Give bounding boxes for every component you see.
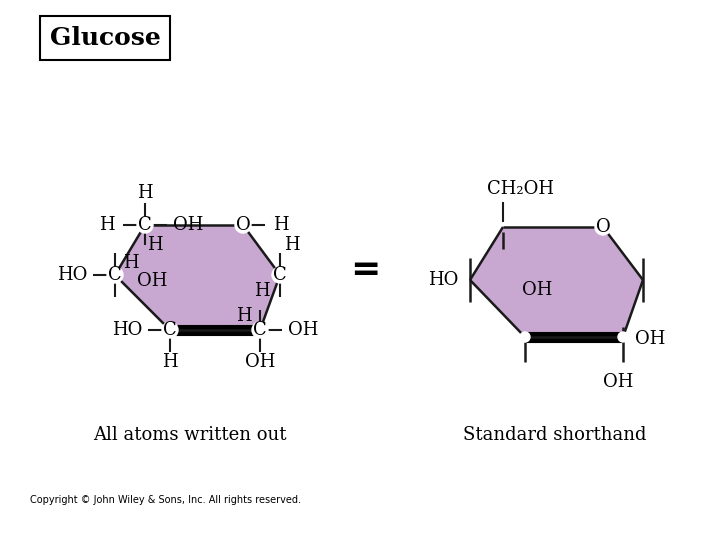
Circle shape: [137, 217, 153, 233]
Text: =: =: [350, 253, 380, 287]
Text: C: C: [138, 216, 152, 234]
Polygon shape: [470, 227, 643, 337]
Text: Standard shorthand: Standard shorthand: [463, 426, 647, 444]
Text: HO: HO: [57, 266, 87, 284]
Text: HO: HO: [428, 271, 458, 289]
Text: HO: HO: [112, 321, 142, 339]
Text: H: H: [254, 282, 270, 300]
Text: H: H: [236, 307, 252, 325]
Text: H: H: [284, 236, 300, 254]
Text: OH: OH: [603, 373, 633, 391]
Polygon shape: [115, 225, 280, 330]
Text: OH: OH: [288, 321, 318, 339]
Text: H: H: [273, 216, 289, 234]
Text: O: O: [595, 218, 611, 236]
Text: H: H: [162, 353, 178, 371]
Text: H: H: [99, 216, 115, 234]
Circle shape: [595, 219, 611, 235]
Text: OH: OH: [522, 281, 552, 299]
Text: H: H: [147, 236, 163, 254]
Text: C: C: [253, 321, 267, 339]
Circle shape: [107, 267, 123, 283]
Text: All atoms written out: All atoms written out: [94, 426, 287, 444]
Circle shape: [618, 332, 628, 342]
Text: OH: OH: [245, 353, 275, 371]
Text: OH: OH: [173, 216, 203, 234]
Circle shape: [272, 267, 288, 283]
Circle shape: [252, 322, 268, 338]
Text: OH: OH: [137, 272, 167, 290]
Text: CH₂OH: CH₂OH: [487, 180, 554, 198]
Text: H: H: [138, 184, 153, 202]
Text: C: C: [163, 321, 177, 339]
Text: O: O: [235, 216, 251, 234]
Text: C: C: [108, 266, 122, 284]
Text: OH: OH: [635, 330, 665, 348]
Circle shape: [162, 322, 178, 338]
Text: Copyright © John Wiley & Sons, Inc. All rights reserved.: Copyright © John Wiley & Sons, Inc. All …: [30, 495, 301, 505]
Text: C: C: [273, 266, 287, 284]
Text: H: H: [123, 254, 139, 272]
Text: Glucose: Glucose: [50, 26, 161, 50]
Circle shape: [235, 217, 251, 233]
Circle shape: [520, 332, 530, 342]
